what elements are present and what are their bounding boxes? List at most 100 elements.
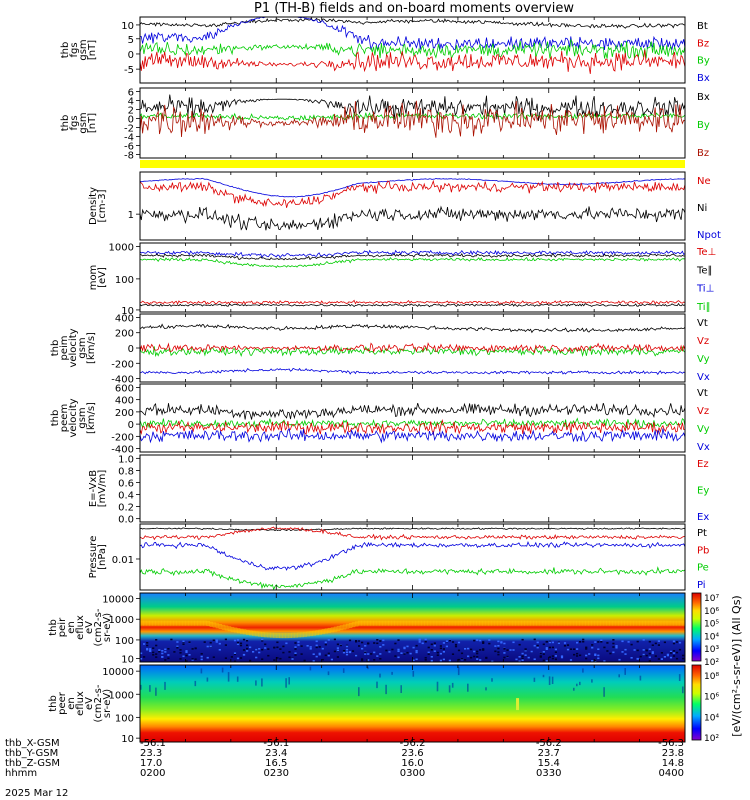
spec-cell bbox=[675, 657, 679, 660]
spec-cell bbox=[212, 656, 215, 658]
spec-cell bbox=[294, 632, 298, 638]
spec-cell bbox=[291, 658, 294, 660]
y-tick-label: 10000 bbox=[102, 595, 134, 606]
spec-cell bbox=[545, 660, 548, 662]
spec-cell bbox=[521, 655, 524, 657]
spec-cell bbox=[206, 677, 209, 682]
spec-cell bbox=[497, 645, 500, 647]
spec-cell bbox=[230, 656, 233, 658]
spec-cell bbox=[451, 653, 455, 655]
spec-cell bbox=[403, 620, 407, 626]
spec-cell bbox=[600, 639, 603, 642]
spec-cell bbox=[536, 641, 539, 644]
spec-cell bbox=[618, 620, 622, 626]
y-tick-label: 5 bbox=[128, 35, 134, 46]
spec-cell bbox=[382, 620, 386, 626]
spec-cell bbox=[176, 620, 180, 626]
spec-cell bbox=[430, 656, 433, 658]
spec-cell bbox=[427, 646, 430, 649]
spec-cell bbox=[639, 655, 642, 658]
spec-cell bbox=[155, 653, 158, 655]
spec-cell bbox=[678, 648, 682, 651]
spec-cell bbox=[155, 656, 158, 658]
spec-cell bbox=[485, 656, 488, 659]
spec-cell bbox=[651, 652, 654, 655]
spec-cell bbox=[618, 658, 621, 661]
legend-entry: Ex bbox=[697, 512, 709, 523]
spec-cell bbox=[149, 650, 152, 652]
spec-cell bbox=[430, 649, 433, 651]
spec-cell bbox=[315, 644, 318, 647]
spec-cell bbox=[267, 654, 270, 657]
spec-cell bbox=[551, 655, 554, 657]
spec-cell bbox=[391, 620, 395, 626]
spec-cell bbox=[442, 648, 445, 650]
spec-cell bbox=[503, 648, 506, 650]
spec-cell bbox=[467, 647, 470, 650]
spec-cell bbox=[297, 644, 300, 646]
spec-cell bbox=[179, 649, 182, 651]
legend-entry: Vt bbox=[697, 318, 708, 329]
spec-cell bbox=[421, 642, 424, 645]
spec-cell bbox=[666, 620, 671, 626]
spec-cell bbox=[479, 649, 482, 651]
spec-cell bbox=[206, 621, 210, 626]
spec-cell bbox=[560, 656, 564, 659]
spec-cell bbox=[336, 649, 339, 652]
series-vy bbox=[139, 345, 686, 358]
spec-cell bbox=[246, 647, 249, 650]
spec-cell bbox=[467, 655, 470, 658]
series-te-perp bbox=[139, 299, 686, 305]
spec-cell bbox=[342, 624, 347, 630]
spec-cell bbox=[400, 685, 402, 693]
y-axis-label: eV bbox=[84, 697, 95, 710]
spec-cell bbox=[470, 656, 473, 659]
spec-cell bbox=[385, 649, 388, 652]
spec-cell bbox=[612, 646, 615, 648]
spec-cell bbox=[579, 641, 582, 643]
spec-cell bbox=[682, 620, 686, 626]
spec-cell bbox=[594, 653, 597, 656]
orbit-value: 23.8 bbox=[662, 748, 684, 759]
spec-cell bbox=[140, 684, 142, 690]
spec-cell bbox=[527, 656, 530, 659]
spec-cell bbox=[303, 631, 307, 637]
spec-cell bbox=[188, 654, 191, 656]
y-axis-label: [km/s] bbox=[86, 332, 97, 364]
y-tick-label: 200 bbox=[115, 408, 134, 419]
spec-cell bbox=[545, 640, 548, 643]
spec-cell bbox=[497, 647, 500, 650]
spec-cell bbox=[603, 660, 606, 662]
y-axis-label: mom bbox=[88, 265, 99, 291]
colorbar-tick-label: 10² bbox=[704, 734, 719, 744]
spec-cell bbox=[454, 620, 459, 626]
y-tick-label: 0.4 bbox=[118, 491, 134, 502]
spec-cell bbox=[539, 652, 542, 655]
spec-cell bbox=[276, 641, 279, 644]
spec-cell bbox=[515, 620, 519, 626]
series-ti-par-black bbox=[139, 252, 685, 261]
spec-cell bbox=[442, 620, 447, 626]
spec-cell bbox=[669, 650, 673, 653]
spec-cell bbox=[303, 659, 306, 662]
spec-cell bbox=[412, 671, 415, 677]
y-tick-label: 1 bbox=[128, 210, 134, 221]
spec-cell bbox=[373, 620, 377, 626]
legend-entry: Te⊥ bbox=[696, 247, 716, 258]
y-axis-label: [mV/m] bbox=[97, 470, 108, 508]
spec-cell bbox=[391, 648, 394, 651]
spec-cell bbox=[603, 646, 606, 649]
spec-cell bbox=[666, 653, 669, 656]
spec-cell bbox=[270, 632, 274, 638]
spec-cell bbox=[494, 645, 497, 647]
spec-cell bbox=[300, 632, 304, 638]
spec-cell bbox=[261, 640, 264, 642]
spec-cell bbox=[651, 644, 654, 646]
spec-cell bbox=[678, 620, 683, 626]
spec-cell bbox=[424, 640, 427, 643]
colorbar-tick-label: 10⁶ bbox=[704, 607, 719, 617]
spec-cell bbox=[672, 650, 676, 652]
spec-cell bbox=[215, 639, 218, 642]
spec-cell bbox=[309, 646, 312, 648]
